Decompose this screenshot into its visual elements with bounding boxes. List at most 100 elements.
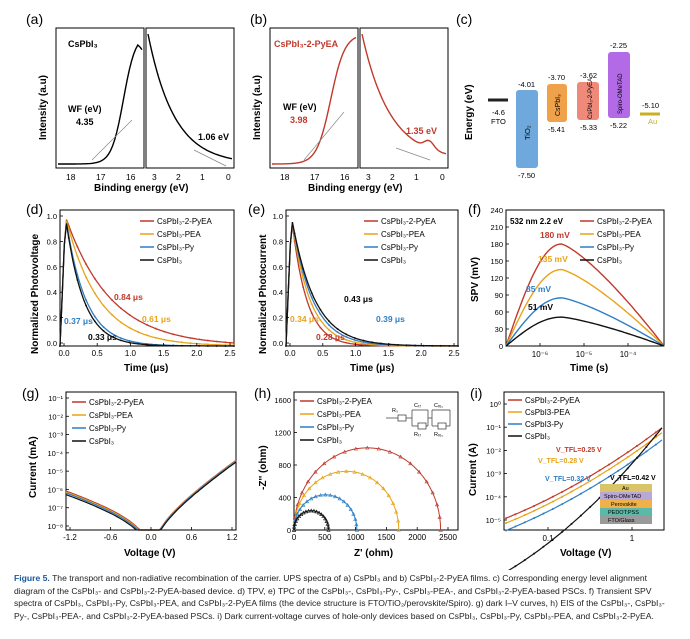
eis-marker [311,508,317,513]
spv-py-peak: 85 mV [526,284,551,294]
eis-marker [303,509,309,514]
sclc-series-0 [505,427,663,519]
sclc-marker [514,518,517,521]
decay-marker [198,342,201,345]
sclc-marker [533,504,536,507]
decay-marker [319,313,322,316]
spv-series-0 [505,243,665,347]
eis-series-2 [293,494,358,531]
decay-marker [207,343,209,346]
sclc-marker [598,474,601,477]
decay-marker [120,339,122,342]
decay-marker [302,267,305,270]
pyea-bottom: -5.33 [580,123,597,132]
d-xtick-label: 0.5 [92,349,104,358]
sclc-marker [570,522,573,525]
panel-g-ylabel: Current (mA) [28,436,39,498]
panel-a-tick: 3 [152,172,157,182]
legend-entry: CsPbI₃-2-PyEA [597,217,652,226]
h-ytick-label: 400 [278,494,291,503]
decay-marker [137,342,140,345]
f-ytick-label: 0 [499,342,503,351]
tio2-top: -4.01 [518,80,535,89]
circuit-ctr: Cₜᵣ [414,403,422,409]
sclc-marker [589,487,592,490]
eis-marker [352,469,357,474]
i-xtick-label: 0.1 [542,534,554,543]
eis-marker [365,445,370,450]
panel-a-wf-label: WF (eV) [68,104,102,114]
decay-marker [93,315,96,318]
pyea-label: CsPbI₃-2-PyEA [588,78,594,119]
panel-b: (b) CsPbI₃-2-PyEA WF (eV) 3.98 1.35 eV I… [250,11,449,194]
stack-layer: Spiro-OMeTAD [604,494,641,500]
decay-marker [172,344,175,347]
stack-layer: PEDOT:PSS [608,510,639,516]
stack-layer: Perovskite [611,502,637,508]
eis-marker [394,509,399,514]
decay-marker [302,277,305,280]
i-ytick-label: 10⁻³ [486,470,501,479]
eis-marker [306,508,311,513]
decay-marker [146,343,148,346]
fto-label: FTO [491,117,506,126]
h-ytick-label: 800 [278,461,291,470]
g-xtick-label: -0.6 [104,533,118,542]
d-xtick-label: 1.0 [125,349,137,358]
panel-h-letter: (h) [254,385,271,401]
sclc-marker [579,514,582,517]
sclc-marker [617,477,620,480]
i-ytick-label: 10⁰ [490,400,501,409]
f-xtick-label: 10⁻⁵ [576,350,592,359]
legend-entry: CsPbI₃ [381,256,406,265]
eis-marker [314,509,319,514]
sclc-marker [598,469,601,472]
panel-i-xlabel: Voltage (V) [560,548,611,559]
legend-entry: CsPbI₃ [317,436,342,445]
eis-marker [360,472,365,476]
eis-marker [417,469,422,474]
sclc-marker [636,444,639,447]
eis-marker [331,454,337,459]
sclc-marker [551,495,554,498]
spv-pyea-peak: 180 mV [540,230,570,240]
sclc-marker [589,479,592,482]
sclc-marker [617,462,620,465]
tio2-label: TiO₂ [523,125,532,140]
sclc-marker [570,498,573,501]
decay-marker [120,307,122,310]
legend-entry: CsPbI₃ [525,432,550,441]
panel-c: (c) Energy (eV) -4.6 FTO -4.01 -7.50 TiO… [456,11,660,180]
eis-marker [316,510,322,515]
au-label: Au [648,117,657,126]
decay-marker [336,339,339,342]
eis-marker [341,499,346,504]
decay-marker [154,336,157,339]
decay-marker [163,338,166,341]
decay-marker [431,344,434,347]
panel-i-legend: CsPbI₃-2-PyEA CsPbI3-PEA CsPbI3-Py CsPbI… [508,396,580,441]
circuit-rtr: Rₜᵣ [414,432,422,438]
eis-marker [376,446,381,451]
decay-marker [128,313,131,316]
iv-series-1 [65,460,237,531]
vtfl-bare: V_TFL=0.42 V [610,475,656,482]
sclc-marker [579,492,582,495]
sclc-marker [598,481,601,484]
decay-marker [285,345,287,347]
eis-marker [296,514,302,518]
eis-marker [353,446,358,451]
e-ytick-label: 1.0 [273,212,283,221]
sclc-marker [626,456,629,459]
panel-f: (f) 532 nm 2.2 eV CsPbI₃-2-PyEA CsPbI₃-P… [468,201,665,374]
panel-b-letter: (b) [250,11,267,27]
decay-marker [137,319,140,322]
panel-f-letter: (f) [468,201,481,217]
eis-marker [354,527,359,532]
eis-marker [430,490,435,495]
h-xtick-label: 1500 [378,533,396,542]
vtfl-py: V_TFL=0.32 V [545,476,591,483]
sclc-marker [505,529,507,532]
eis-marker [322,461,327,466]
f-ytick-label: 210 [490,223,503,232]
